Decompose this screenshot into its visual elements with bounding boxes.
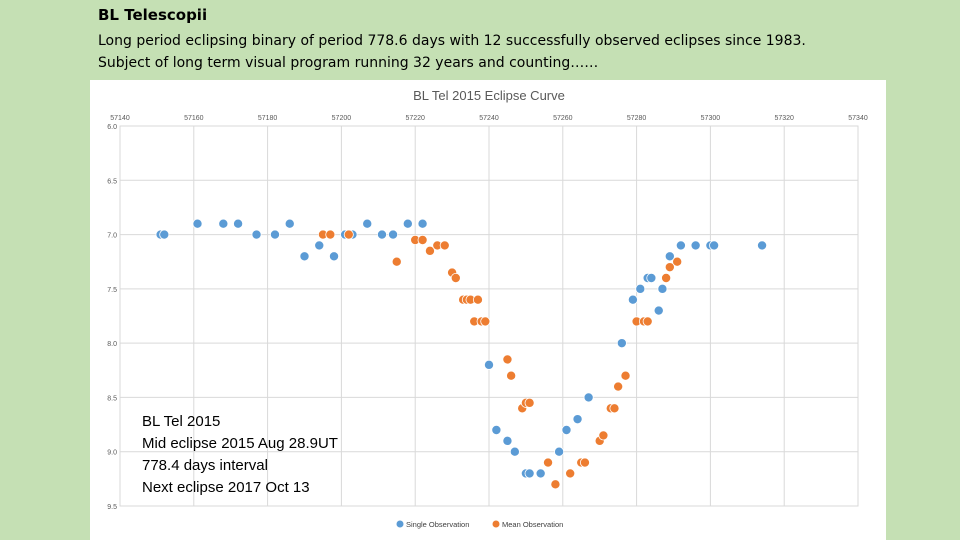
x-tick-label: 57160 xyxy=(184,115,204,122)
x-tick-label: 57140 xyxy=(110,115,130,122)
mean-observation-point xyxy=(661,272,672,283)
legend-label-mean: Mean Observation xyxy=(502,520,563,529)
single-observation-point xyxy=(509,446,520,457)
mean-observation-point xyxy=(524,397,535,408)
mean-observation-point xyxy=(598,430,609,441)
slide-title: BL Telescopii xyxy=(98,6,208,24)
y-tick-label: 8.0 xyxy=(107,341,117,348)
single-observation-point xyxy=(376,229,387,240)
single-observation-point xyxy=(709,240,720,251)
annotation-line-2: Mid eclipse 2015 Aug 28.9UT xyxy=(142,435,338,452)
y-tick-label: 8.5 xyxy=(107,395,117,402)
single-observation-point xyxy=(159,229,170,240)
single-observation-point xyxy=(690,240,701,251)
single-observation-point xyxy=(583,392,594,403)
single-observation-point xyxy=(417,218,428,229)
single-observation-point xyxy=(535,468,546,479)
x-tick-label: 57180 xyxy=(258,115,278,122)
mean-observation-point xyxy=(325,229,336,240)
x-tick-label: 57260 xyxy=(553,115,573,122)
legend-label-single: Single Observation xyxy=(406,520,469,529)
x-tick-label: 57200 xyxy=(332,115,352,122)
mean-observation-point xyxy=(543,457,554,468)
annotation-line-4: Next eclipse 2017 Oct 13 xyxy=(142,479,310,496)
mean-observation-point xyxy=(480,316,491,327)
single-observation-point xyxy=(314,240,325,251)
single-observation-point xyxy=(233,218,244,229)
single-observation-point xyxy=(757,240,768,251)
single-observation-point xyxy=(653,305,664,316)
mean-observation-point xyxy=(417,234,428,245)
x-tick-label: 57340 xyxy=(848,115,868,122)
single-observation-point xyxy=(269,229,280,240)
legend-marker-single xyxy=(396,520,404,528)
legend-marker-mean xyxy=(492,520,500,528)
single-observation-point xyxy=(251,229,262,240)
single-observation-point xyxy=(402,218,413,229)
y-tick-label: 9.0 xyxy=(107,450,117,457)
chart-title: BL Tel 2015 Eclipse Curve xyxy=(413,88,565,103)
x-tick-label: 57320 xyxy=(774,115,794,122)
mean-observation-point xyxy=(391,256,402,267)
mean-observation-point xyxy=(620,370,631,381)
mean-observation-point xyxy=(439,240,450,251)
annotation-line-3: 778.4 days interval xyxy=(142,457,268,474)
subtitle-line-2: Subject of long term visual program runn… xyxy=(98,55,599,71)
x-tick-label: 57220 xyxy=(405,115,425,122)
mean-observation-point xyxy=(343,229,354,240)
eclipse-curve-chart: 6.0 6.5 7.0 7.5 8.0 8.5 9.0 9.5 57140 57160 57180 5… xyxy=(107,88,868,529)
y-tick-label: 7.0 xyxy=(107,233,117,240)
mean-observation-point xyxy=(550,479,561,490)
single-observation-point xyxy=(483,359,494,370)
single-observation-point xyxy=(646,272,657,283)
single-observation-point xyxy=(524,468,535,479)
single-observation-point xyxy=(388,229,399,240)
y-tick-label: 6.0 xyxy=(107,124,117,131)
mean-observation-point xyxy=(424,245,435,256)
single-observation-point xyxy=(491,424,502,435)
mean-observation-point xyxy=(664,262,675,273)
single-observation-point xyxy=(627,294,638,305)
single-observation-point xyxy=(675,240,686,251)
x-tick-label: 57280 xyxy=(627,115,647,122)
mean-observation-point xyxy=(506,370,517,381)
mean-observation-point xyxy=(502,354,513,365)
mean-observation-point xyxy=(472,294,483,305)
mean-observation-point xyxy=(672,256,683,267)
single-observation-point xyxy=(616,338,627,349)
single-observation-point xyxy=(299,251,310,262)
single-observation-point xyxy=(664,251,675,262)
x-tick-label: 57240 xyxy=(479,115,499,122)
x-tick-label: 57300 xyxy=(701,115,721,122)
single-observation-point xyxy=(502,435,513,446)
mean-observation-point xyxy=(609,403,620,414)
mean-observation-point xyxy=(613,381,624,392)
single-observation-point xyxy=(284,218,295,229)
subtitle-line-1: Long period eclipsing binary of period 7… xyxy=(98,33,806,49)
slide-subtitle: Long period eclipsing binary of period 7… xyxy=(98,30,938,74)
annotation-line-1: BL Tel 2015 xyxy=(142,413,221,430)
single-observation-point xyxy=(218,218,229,229)
single-observation-point xyxy=(329,251,340,262)
single-observation-point xyxy=(362,218,373,229)
chart-panel: 6.0 6.5 7.0 7.5 8.0 8.5 9.0 9.5 57140 57160 57180 5… xyxy=(90,80,886,540)
mean-observation-point xyxy=(450,272,461,283)
y-tick-label: 6.5 xyxy=(107,178,117,185)
single-observation-point xyxy=(657,283,668,294)
single-observation-point xyxy=(635,283,646,294)
single-observation-point xyxy=(561,424,572,435)
eclipse-annotation: BL Tel 2015 Mid eclipse 2015 Aug 28.9UT … xyxy=(142,411,338,499)
y-tick-label: 9.5 xyxy=(107,504,117,511)
mean-observation-point xyxy=(579,457,590,468)
y-tick-label: 7.5 xyxy=(107,287,117,294)
mean-observation-point xyxy=(565,468,576,479)
single-observation-point xyxy=(192,218,203,229)
single-observation-point xyxy=(554,446,565,457)
single-observation-point xyxy=(572,414,583,425)
mean-observation-point xyxy=(642,316,653,327)
